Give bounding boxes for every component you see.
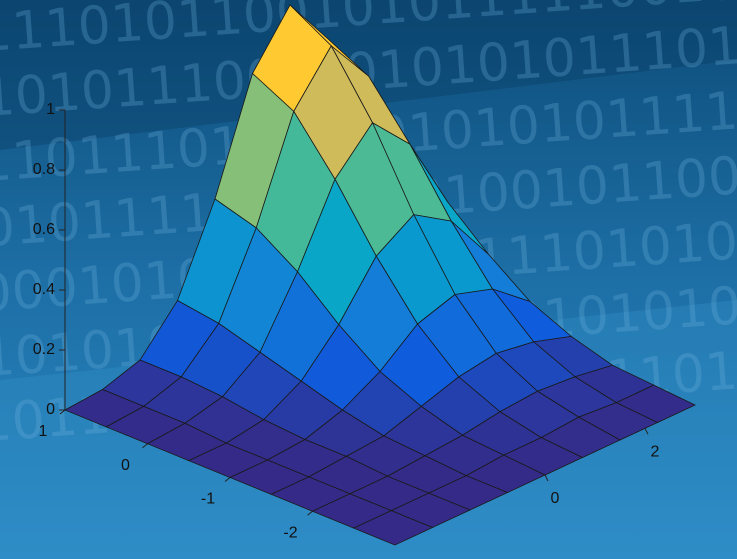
surface-patch (352, 510, 434, 546)
z-tick-label: 0 (46, 401, 55, 418)
z-tick-label: 1 (46, 101, 55, 118)
y-tick (644, 428, 649, 435)
x-tick-label: -2 (283, 524, 297, 541)
x-tick (59, 409, 66, 415)
y-tick-label: 2 (651, 444, 660, 461)
x-tick (224, 477, 231, 482)
x-tick-label: 0 (121, 457, 130, 474)
z-tick-label: 0.8 (33, 161, 55, 178)
bg-shape (0, 0, 737, 150)
x-tick-label: -1 (201, 491, 215, 508)
z-tick-label: 0.2 (33, 341, 55, 358)
x-tick (307, 510, 313, 516)
x-tick-label: 1 (39, 423, 48, 440)
z-tick-label: 0.4 (33, 281, 55, 298)
y-tick-label: 0 (551, 490, 560, 507)
z-tick-label: 0.6 (33, 221, 55, 238)
plot: 0 0.2 0.4 0.6 0.8 1 -2 -1 0 1 0 2 (33, 4, 696, 546)
y-tick (544, 474, 549, 482)
x-tick (142, 443, 148, 449)
